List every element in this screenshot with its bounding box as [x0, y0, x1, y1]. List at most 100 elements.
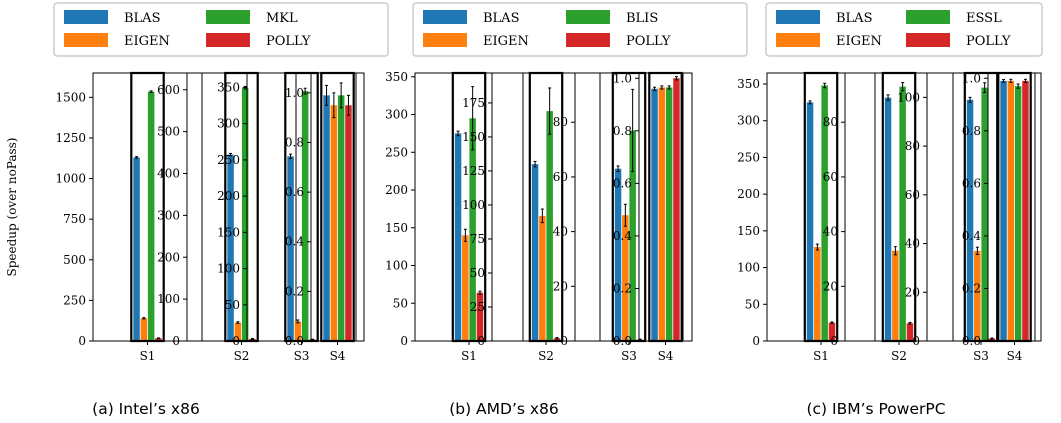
x-tick-label-s4: S4: [330, 349, 346, 363]
y-tick-label: 250: [217, 153, 240, 167]
bar-eigen-s1: [462, 235, 469, 341]
captions: (a) Intel’s x86 (b) AMD’s x86 (c) IBM’s Po…: [92, 400, 945, 418]
bar-blis-s2: [546, 111, 553, 341]
legend-swatch-blas: [64, 10, 108, 24]
y-tick-label: 60: [823, 170, 838, 184]
y-tick-label: 200: [157, 250, 180, 264]
y-tick-label: 0: [830, 334, 838, 348]
panel-3-s3: 0 20 40 60 80 100 S3: [897, 71, 1036, 363]
legend-label-eigen: EIGEN: [124, 34, 170, 49]
y-tick-label: 300: [385, 108, 408, 122]
bar-eigen-s1: [140, 318, 148, 341]
axes-frame: [92, 72, 203, 342]
y-tick-label: 0.0: [962, 334, 981, 348]
y-tick-label: 80: [553, 115, 568, 129]
axes-frame: [491, 72, 601, 342]
bar-blas-s2: [531, 164, 539, 341]
y-tick-label: 50: [470, 266, 485, 280]
y-tick-label: 0.0: [613, 334, 632, 348]
bar-mkl-s2: [241, 87, 249, 341]
y-tick-label: 50: [393, 296, 408, 310]
y-tick-label: 0.2: [962, 281, 981, 295]
bar-blas-s1: [133, 157, 140, 341]
y-tick-label: 0.6: [962, 176, 981, 190]
axes-frame: [186, 72, 297, 342]
panel-2-s4: 0.0 0.2 0.4 0.6 0.8 1.0 S4: [613, 71, 693, 363]
y-tick-label: 100: [217, 262, 240, 276]
bar-eigen-s1: [814, 247, 821, 341]
y-tick-label: 0.2: [285, 284, 304, 298]
legend-label-eigen: EIGEN: [483, 34, 529, 49]
y-tick-label: 0.8: [613, 124, 632, 138]
chart-panels: 0250500750100012501500S10100200300400500…: [55, 70, 1042, 363]
y-tick-label: 0: [912, 334, 920, 348]
y-tick-label: 100: [897, 90, 920, 104]
panel-1-s4: 0.0 0.2 0.4 0.6 0.8 1.0 S4: [285, 71, 365, 363]
y-tick-label: 0.6: [613, 176, 632, 190]
legend-swatch-essl: [906, 10, 950, 24]
y-tick-label: 0: [78, 334, 86, 348]
bar-polly-s2: [553, 338, 561, 341]
bar-polly-s3: [988, 338, 996, 341]
y-tick-label: 250: [737, 150, 760, 164]
legend-swatch-blis: [566, 10, 610, 24]
legend-label-polly: POLLY: [626, 34, 671, 49]
y-tick-label: 1.0: [285, 86, 304, 100]
bar-mkl-s1: [147, 91, 155, 341]
y-tick-label: 50: [225, 298, 240, 312]
bar-polly-s4: [345, 105, 352, 341]
y-tick-label: 750: [63, 212, 86, 226]
x-tick-label-s4: S4: [658, 349, 674, 363]
panel-1-s3: 0 50 100 150 200 250 300 350 S3: [217, 71, 357, 363]
caption-c-ibm-s-powerpc: (c) IBM’s PowerPC: [806, 400, 945, 418]
y-tick-label: 250: [385, 145, 408, 159]
x-tick-label-s2: S2: [538, 349, 554, 363]
legends: BLAS MKL EIGEN POLLY BLAS BLIS EIGEN POLLY BLAS E…: [53, 2, 1043, 57]
panel-3-s4: 0.0 0.2 0.4 0.6 0.8 1.0 S4: [962, 71, 1042, 363]
y-tick-label: 20: [823, 279, 838, 293]
y-tick-label: 0.2: [613, 281, 632, 295]
legend-frame: [765, 2, 1043, 57]
bar-mkl-s4: [337, 95, 345, 341]
y-tick-label: 125: [462, 164, 485, 178]
bar-blas-s4: [323, 95, 330, 341]
y-tick-label: 0.4: [962, 229, 981, 243]
y-tick-label: 1500: [55, 90, 86, 104]
bar-mkl-s3: [301, 91, 309, 341]
bar-essl-s3: [981, 87, 988, 341]
bar-eigen-s2: [892, 250, 899, 341]
bar-eigen-s4: [330, 105, 338, 341]
legend-label-essl: ESSL: [966, 11, 1002, 26]
y-tick-label: 0: [477, 334, 485, 348]
y-tick-label: 100: [737, 261, 760, 275]
bar-blis-s4: [665, 87, 673, 341]
bar-blas-s2: [227, 154, 234, 341]
y-axis-label: Speedup (over noPass): [5, 138, 19, 277]
y-tick-label: 60: [553, 170, 568, 184]
x-tick-label-s3: S3: [294, 349, 310, 363]
y-tick-label: 100: [157, 292, 180, 306]
bar-blas-s4: [651, 88, 658, 341]
legend-swatch-blas: [776, 10, 820, 24]
legend-swatch-polly: [906, 33, 950, 47]
y-tick-label: 0.8: [285, 135, 304, 149]
y-tick-label: 250: [63, 293, 86, 307]
y-tick-label: 1250: [55, 131, 86, 145]
bar-eigen-s4: [1007, 80, 1015, 341]
legend-label-polly: POLLY: [966, 34, 1011, 49]
x-tick-label-s1: S1: [140, 349, 156, 363]
legend-3: BLAS ESSL EIGEN POLLY: [765, 2, 1043, 57]
legend-swatch-mkl: [206, 10, 250, 24]
y-tick-label: 0: [232, 334, 240, 348]
y-tick-label: 0: [172, 334, 180, 348]
axes-frame: [844, 72, 954, 342]
y-tick-label: 150: [385, 221, 408, 235]
bar-polly-s1: [828, 322, 836, 341]
y-tick-label: 200: [385, 183, 408, 197]
legend-swatch-polly: [566, 33, 610, 47]
bar-eigen-s2: [539, 215, 546, 341]
bar-essl-s4: [1014, 86, 1022, 341]
